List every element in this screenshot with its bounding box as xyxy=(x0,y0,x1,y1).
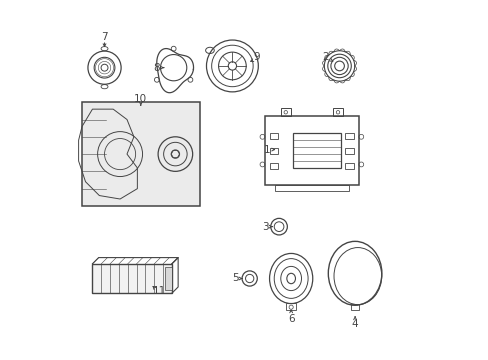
Bar xyxy=(350,305,359,310)
Text: 6: 6 xyxy=(287,314,294,324)
Bar xyxy=(269,148,278,154)
Bar xyxy=(345,163,353,169)
Text: 5: 5 xyxy=(231,274,238,283)
Bar xyxy=(92,264,172,293)
Text: 8: 8 xyxy=(153,63,160,73)
Bar xyxy=(332,108,342,116)
Bar xyxy=(274,185,348,192)
Text: 7: 7 xyxy=(101,32,108,41)
Bar xyxy=(345,148,353,154)
Text: 2: 2 xyxy=(322,52,328,62)
Bar xyxy=(269,163,278,169)
Bar xyxy=(286,303,295,310)
Text: 1: 1 xyxy=(263,145,270,154)
Bar xyxy=(264,116,358,185)
Text: 10: 10 xyxy=(134,94,147,104)
Bar xyxy=(345,132,353,139)
Text: 9: 9 xyxy=(253,52,260,62)
Bar xyxy=(164,266,172,291)
Bar xyxy=(82,102,199,206)
Text: 4: 4 xyxy=(351,319,358,329)
Bar xyxy=(292,133,341,168)
Bar xyxy=(269,132,278,139)
Bar xyxy=(280,108,290,116)
Text: 3: 3 xyxy=(262,222,268,231)
Text: 11: 11 xyxy=(153,286,166,296)
